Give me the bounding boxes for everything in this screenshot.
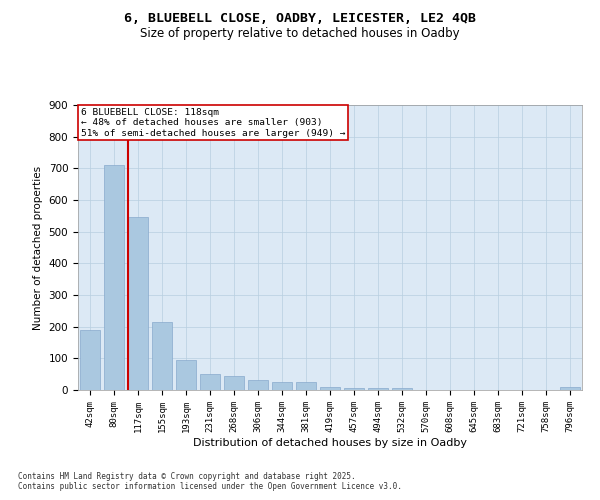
Bar <box>320 388 340 390</box>
Bar <box>200 374 220 390</box>
Bar <box>272 382 292 390</box>
Text: 6 BLUEBELL CLOSE: 118sqm
← 48% of detached houses are smaller (903)
51% of semi-: 6 BLUEBELL CLOSE: 118sqm ← 48% of detach… <box>80 108 345 138</box>
Bar <box>560 388 580 390</box>
Bar <box>296 382 316 390</box>
Bar <box>104 165 124 390</box>
Bar <box>392 388 412 390</box>
Bar <box>128 218 148 390</box>
Bar <box>80 330 100 390</box>
Bar <box>224 376 244 390</box>
Text: 6, BLUEBELL CLOSE, OADBY, LEICESTER, LE2 4QB: 6, BLUEBELL CLOSE, OADBY, LEICESTER, LE2… <box>124 12 476 26</box>
Bar <box>176 360 196 390</box>
Text: Contains HM Land Registry data © Crown copyright and database right 2025.: Contains HM Land Registry data © Crown c… <box>18 472 356 481</box>
Bar <box>152 322 172 390</box>
Y-axis label: Number of detached properties: Number of detached properties <box>33 166 43 330</box>
Text: Size of property relative to detached houses in Oadby: Size of property relative to detached ho… <box>140 28 460 40</box>
Bar <box>368 388 388 390</box>
Bar <box>248 380 268 390</box>
Bar <box>344 388 364 390</box>
Text: Contains public sector information licensed under the Open Government Licence v3: Contains public sector information licen… <box>18 482 402 491</box>
X-axis label: Distribution of detached houses by size in Oadby: Distribution of detached houses by size … <box>193 438 467 448</box>
